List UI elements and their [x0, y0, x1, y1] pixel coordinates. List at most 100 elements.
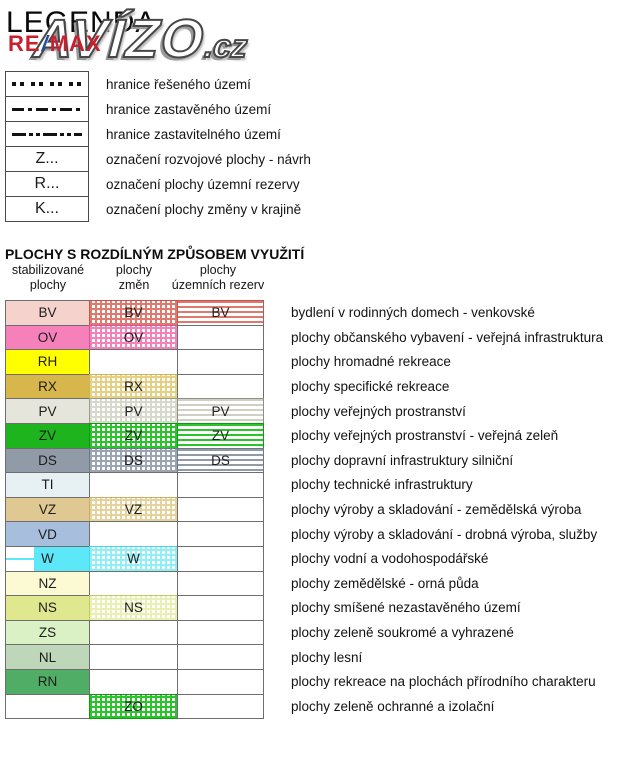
code-label: RN [37, 674, 58, 690]
boundary-legend-label: označení plochy změny v krajině [106, 201, 302, 217]
table-row-TI: TI plochy technické infrastruktury [5, 472, 603, 498]
cell-reserve-RX [177, 373, 264, 400]
table-row-VD: VD plochy výroby a skladování - drobná vý… [5, 521, 603, 547]
boundary-symbol-text: R... [34, 175, 60, 192]
row-description: plochy technické infrastruktury [291, 477, 473, 493]
cell-stable-OV: OV [5, 324, 90, 351]
code-label: RX [38, 379, 57, 395]
code-label: NZ [38, 575, 57, 591]
cell-change-PV: PV [89, 398, 178, 424]
cell-change-TI [89, 472, 178, 498]
cell-change-RN [89, 668, 178, 695]
code-label: DS [211, 452, 230, 468]
row-description: plochy zeleně soukromé a vyhrazené [291, 625, 514, 641]
cell-reserve-VD [177, 521, 264, 547]
code-label: PV [211, 403, 230, 419]
cell-stable-PV: PV [5, 398, 90, 424]
table-row-BV: BV BV BV bydlení v rodinných domech - venko… [5, 300, 603, 326]
cell-stable-RN: RN [5, 668, 90, 695]
code-label: W [127, 551, 140, 567]
boundary-legend-label: označení rozvojové plochy - návrh [106, 151, 311, 167]
code-label: NS [38, 600, 57, 616]
cell-change-W: W [89, 545, 178, 572]
boundary-symbol-text-5: K... [5, 196, 89, 222]
code-label: ZV [124, 428, 143, 444]
code-label: OV [123, 329, 144, 345]
table-row-ZS: ZS plochy zeleně soukromé a vyhrazené [5, 619, 603, 646]
cell-stable-VZ: VZ [5, 496, 90, 523]
water-line-icon [6, 557, 35, 560]
row-description: plochy výroby a skladování - drobná výro… [291, 526, 598, 542]
cell-stable-NS: NS [5, 595, 90, 621]
boundary-symbol-text: Z... [35, 150, 59, 167]
section-title: PLOCHY S ROZDÍLNÝM ZPŮSOBEM VYUŽITÍ [5, 246, 305, 262]
column-header-change: plochy změn [115, 263, 153, 292]
cell-change-DS: DS [89, 447, 178, 474]
dashdotdot-line-icon [12, 132, 82, 136]
cell-stable-ZO [5, 693, 90, 720]
column-headers: stabilizované plochy plochy změn plochy … [0, 263, 624, 297]
code-label: BV [124, 305, 143, 321]
code-label: OV [37, 329, 58, 345]
cell-stable-NZ: NZ [5, 570, 90, 597]
cell-reserve-TI [177, 472, 264, 498]
table-row-DS: DS DS DS plochy dopravní infrastruktury sil… [5, 447, 603, 474]
row-description: plochy zeleně ochranné a izolační [291, 698, 495, 714]
row-description: plochy výroby a skladování - zemědělská … [291, 502, 582, 518]
cell-reserve-PV: PV [177, 398, 264, 424]
dashdot-line-icon [12, 107, 82, 111]
cell-change-VZ: VZ [89, 496, 178, 523]
row-description: plochy veřejných prostranství [291, 403, 466, 419]
code-label: DS [38, 452, 57, 468]
row-description: plochy specifické rekreace [291, 379, 450, 395]
row-description: plochy smíšené nezastavěného území [291, 600, 521, 616]
table-row-PV: PV PV PV plochy veřejných prostranství [5, 398, 603, 424]
table-row-RN: RN plochy rekreace na plochách přírodního… [5, 668, 603, 695]
cell-reserve-NL [177, 644, 264, 670]
code-label: VZ [124, 502, 143, 518]
code-label: NL [38, 649, 57, 665]
cell-stable-BV: BV [5, 300, 90, 326]
code-label: ZV [211, 428, 230, 444]
cell-stable-NL: NL [5, 644, 90, 670]
cell-reserve-W [177, 545, 264, 572]
code-label: RH [37, 354, 58, 370]
column-header-reserve: plochy územních rezerv [171, 263, 265, 292]
cell-reserve-NS [177, 595, 264, 621]
boundary-legend-label: označení plochy územní rezervy [106, 176, 300, 192]
row-description: plochy občanského vybavení - veřejná inf… [291, 329, 604, 345]
cell-reserve-ZV: ZV [177, 422, 264, 449]
remax-watermark: RE/MAX [8, 31, 102, 57]
code-label: W [41, 551, 54, 567]
cell-change-RX: RX [89, 373, 178, 400]
row-description: plochy veřejných prostranství - veřejná … [291, 428, 559, 444]
boundary-symbol-dashdotdot-2 [5, 121, 89, 147]
row-description: plochy lesní [291, 649, 363, 665]
cell-change-RH [89, 349, 178, 375]
code-label: ZV [38, 428, 57, 444]
cell-reserve-ZS [177, 619, 264, 646]
code-label: VZ [38, 502, 57, 518]
cell-stable-ZV: ZV [5, 422, 90, 449]
table-row-ZO: ZO plochy zeleně ochranné a izolační [5, 693, 603, 720]
boundary-symbol-text: K... [34, 200, 59, 217]
cell-change-OV: OV [89, 324, 178, 351]
boundary-legend: hranice řešeného území hranice zastavěnéh… [5, 71, 311, 222]
remax-watermark-pre: RE [8, 31, 41, 56]
boundary-legend-label: hranice zastavěného území [106, 101, 272, 117]
cell-change-ZS [89, 619, 178, 646]
cell-reserve-ZO [177, 693, 264, 720]
code-label: BV [211, 305, 230, 321]
table-row-VZ: VZ VZ plochy výroby a skladování - zeměděl… [5, 496, 603, 523]
boundary-symbol-dotted-0 [5, 71, 89, 97]
cell-stable-TI: TI [5, 472, 90, 498]
column-header-stable: stabilizované plochy [11, 263, 85, 292]
table-row-NS: NS NS plochy smíšené nezastavěného území [5, 595, 603, 621]
cell-reserve-BV: BV [177, 300, 264, 326]
cell-change-BV: BV [89, 300, 178, 326]
cell-change-NL [89, 644, 178, 670]
remax-watermark-slash: / [41, 31, 49, 56]
code-label: PV [38, 403, 57, 419]
table-row-OV: OV OV plochy občanského vybavení - veřejná… [5, 324, 604, 351]
